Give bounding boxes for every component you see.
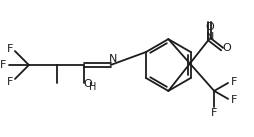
Text: O: O — [83, 79, 92, 89]
Text: F: F — [7, 77, 13, 87]
Text: F: F — [0, 60, 6, 70]
Text: O: O — [206, 22, 215, 32]
Text: F: F — [231, 77, 237, 87]
Text: N: N — [108, 54, 117, 64]
Text: F: F — [211, 108, 217, 118]
Text: N: N — [206, 32, 214, 42]
Text: H: H — [89, 82, 96, 92]
Text: F: F — [7, 44, 13, 54]
Text: F: F — [231, 95, 237, 105]
Text: O: O — [223, 43, 231, 53]
